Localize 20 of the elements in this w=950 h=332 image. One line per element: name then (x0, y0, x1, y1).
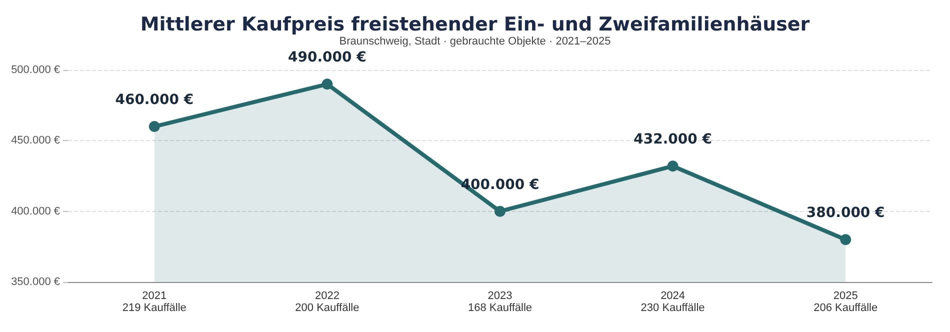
x-tick-label: 2022 200 Kauffälle (295, 290, 360, 314)
point (148, 121, 160, 132)
point (322, 78, 333, 90)
y-tick-label: 400.000 € (11, 205, 60, 218)
data-label: 490.000 € (288, 50, 366, 66)
chart-subtitle: Braunschweig, Stadt · gebrauchte Objekte · 2021–2025 (339, 36, 611, 48)
point (494, 206, 506, 217)
x-tick-label: 2025 206 Kauffälle (814, 290, 878, 314)
x-tick-label: 2023 168 Kauffälle (468, 290, 532, 314)
data-label: 432.000 € (634, 132, 712, 148)
y-tick-label: 450.000 € (11, 134, 60, 147)
y-tick-label: 350.000 € (11, 276, 60, 288)
point (840, 234, 852, 246)
data-label: 460.000 € (115, 92, 194, 108)
x-tick-label: 2021 219 Kauffälle (122, 290, 186, 314)
chart-title: Mittlerer Kaufpreis freistehender Ein- und Zweifamilienhäuser (140, 14, 810, 36)
y-tick-label: 500.000 € (11, 64, 60, 76)
x-tick-label: 2024 230 Kauffälle (640, 290, 705, 314)
data-label: 380.000 € (806, 205, 885, 222)
point (667, 160, 678, 172)
